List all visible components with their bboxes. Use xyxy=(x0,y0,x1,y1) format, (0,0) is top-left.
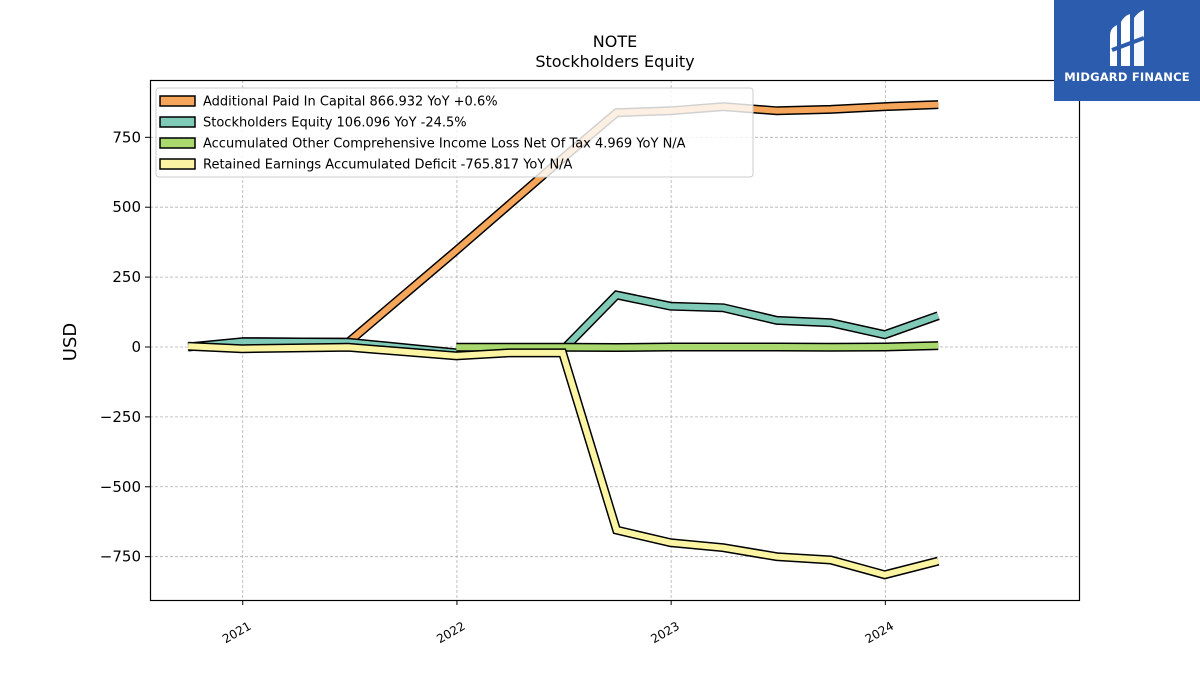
series-line-4 xyxy=(187,341,940,580)
y-tick-label: 250 xyxy=(112,268,141,286)
legend-item: Additional Paid In Capital 866.932 YoY +… xyxy=(159,95,498,110)
y-tick-label: −500 xyxy=(100,478,141,496)
brand-logo-box: MIDGARD FINANCE xyxy=(1054,0,1200,101)
legend-swatch xyxy=(159,95,196,107)
legend-label: Stockholders Equity 106.096 YoY -24.5% xyxy=(203,116,467,131)
legend: Additional Paid In Capital 866.932 YoY +… xyxy=(155,87,754,178)
legend-box xyxy=(155,87,754,178)
chart-subtitle: Stockholders Equity xyxy=(535,52,695,71)
brand-name: MIDGARD FINANCE xyxy=(1064,70,1190,84)
plot-frame xyxy=(149,79,1081,602)
legend-swatch xyxy=(159,116,196,128)
x-tick-label: 2024 xyxy=(863,619,896,646)
y-tick-label: 0 xyxy=(131,338,141,356)
series-line-3 xyxy=(456,341,939,353)
chart-title: NOTE xyxy=(592,32,638,51)
brand-logo-icon xyxy=(1110,10,1145,66)
y-tick-label: 750 xyxy=(112,128,141,146)
y-tick-label: −750 xyxy=(100,548,141,566)
x-tick-label: 2023 xyxy=(648,619,681,646)
y-tick-label: 500 xyxy=(112,198,141,216)
x-tick-label: 2022 xyxy=(434,619,467,646)
legend-swatch xyxy=(159,158,196,170)
legend-label: Additional Paid In Capital 866.932 YoY +… xyxy=(203,95,498,110)
y-axis-label: USD xyxy=(60,323,81,361)
legend-item: Accumulated Other Comprehensive Income L… xyxy=(159,137,686,152)
series-line-2 xyxy=(187,290,940,358)
y-tick-label: −250 xyxy=(100,408,141,426)
legend-label: Retained Earnings Accumulated Deficit -7… xyxy=(203,158,573,173)
x-tick-label: 2021 xyxy=(220,619,253,646)
legend-label: Accumulated Other Comprehensive Income L… xyxy=(203,137,686,152)
series-group xyxy=(187,100,940,580)
ticks: 750 500 250 0 −250 −500 −750 2021 2022 2023 2024 xyxy=(100,128,896,646)
legend-swatch xyxy=(159,137,196,149)
legend-item: Stockholders Equity 106.096 YoY -24.5% xyxy=(159,116,467,131)
legend-item: Retained Earnings Accumulated Deficit -7… xyxy=(159,158,573,173)
